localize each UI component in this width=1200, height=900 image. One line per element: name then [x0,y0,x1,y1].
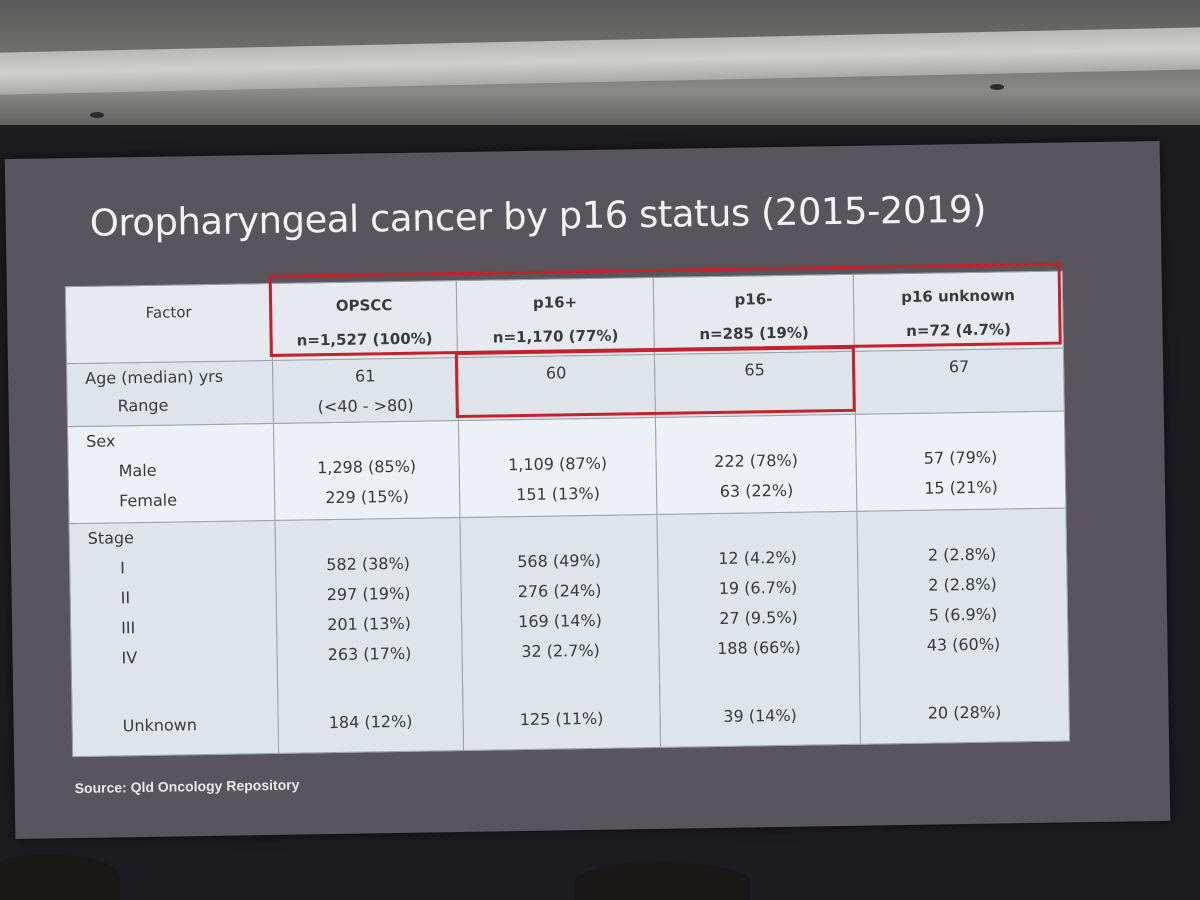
cell-value: 2 (2.8%) [928,574,997,595]
cell-value: 184 (12%) [328,711,413,733]
cell-value: 57 (79%) [923,447,998,468]
table-cell: 67 [854,348,1065,415]
cell-value: 32 (2.7%) [521,640,600,662]
table-row-stage: Stage I II III IV Unknown 582 (38%) 297 … [68,507,1070,757]
table-cell: 1,298 (85%) 229 (15%) [273,420,460,521]
cell-value: 151 (13%) [516,483,601,505]
cell-value: 5 (6.9%) [928,604,998,625]
cell-value: 1,298 (85%) [316,456,417,478]
cell-value: 276 (24%) [517,580,602,602]
row-sublabel: II [120,588,131,608]
cell-value: 63 (22%) [719,480,794,501]
slide-title: Oropharyngeal cancer by p16 status (2015… [89,187,987,245]
row-label-cell: Sex Male Female [67,423,275,524]
table-cell: 57 (79%) 15 (21%) [855,411,1066,512]
cell-value: 20 (28%) [927,702,1002,723]
cell-value: 222 (78%) [714,450,799,472]
cell-value: 568 (49%) [517,550,602,572]
table-row-sex: Sex Male Female 1,298 (85%) 229 (15%) 1,… [67,411,1066,524]
age-highlight-box [454,345,856,419]
row-sublabel: Unknown [122,715,198,736]
cell-value: 39 (14%) [723,705,797,726]
row-sublabel: IV [121,648,138,668]
row-label-cell: Age (median) yrs Range [66,360,274,427]
stage-label: Stage [87,528,135,548]
age-value: 61 [354,366,376,386]
ceiling-beam [0,27,1200,95]
audience-head [575,862,750,900]
header-label: Factor [145,303,192,322]
table-cell: 222 (78%) 63 (22%) [655,414,857,515]
cell-value: 169 (14%) [518,610,603,632]
cell-value: 19 (6.7%) [718,577,798,598]
table-cell: 582 (38%) 297 (19%) 201 (13%) 263 (17%) … [274,517,464,754]
cell-value: 188 (66%) [717,637,801,658]
age-value: 67 [948,356,970,377]
cell-value: 27 (9.5%) [719,607,798,628]
projection-screen: Oropharyngeal cancer by p16 status (2015… [4,140,1171,840]
row-label-cell: Stage I II III IV Unknown [68,520,279,757]
row-sublabel: Male [118,460,157,481]
header-cell-factor: Factor [65,283,273,364]
table-cell: 2 (2.8%) 2 (2.8%) 5 (6.9%) 43 (60%) 20 (… [856,507,1070,745]
audience-head [0,854,120,900]
cell-value: 201 (13%) [327,613,412,635]
ceiling [0,0,1200,130]
row-sublabel: I [120,558,126,578]
row-sublabel: Female [118,490,178,511]
table-cell: 568 (49%) 276 (24%) 169 (14%) 32 (2.7%) … [459,514,661,751]
cell-value: 12 (4.2%) [718,547,798,568]
cell-value: 2 (2.8%) [927,544,997,565]
table-cell: 1,109 (87%) 151 (13%) [458,417,657,518]
sex-label: Sex [86,431,116,451]
header-highlight-box [268,262,1062,357]
ceiling-light-icon [90,112,104,118]
cell-value: 582 (38%) [326,553,411,575]
cell-value: 263 (17%) [327,643,412,665]
cell-value: 297 (19%) [326,583,411,605]
row-sublabel: III [120,618,136,638]
cell-value: 15 (21%) [924,477,998,498]
table-cell: 61 (<40 - >80) [272,357,459,424]
range-label: Range [117,395,169,416]
cell-value: 125 (11%) [519,708,604,730]
cell-value: 1,109 (87%) [507,453,608,475]
source-note: Source: Qld Oncology Repository [74,776,300,797]
ceiling-light-icon [990,84,1004,90]
cell-value: 229 (15%) [325,486,410,508]
table-cell: 12 (4.2%) 19 (6.7%) 27 (9.5%) 188 (66%) … [656,511,861,748]
age-range-value: (<40 - >80) [317,395,414,417]
cell-value: 43 (60%) [926,634,1001,655]
